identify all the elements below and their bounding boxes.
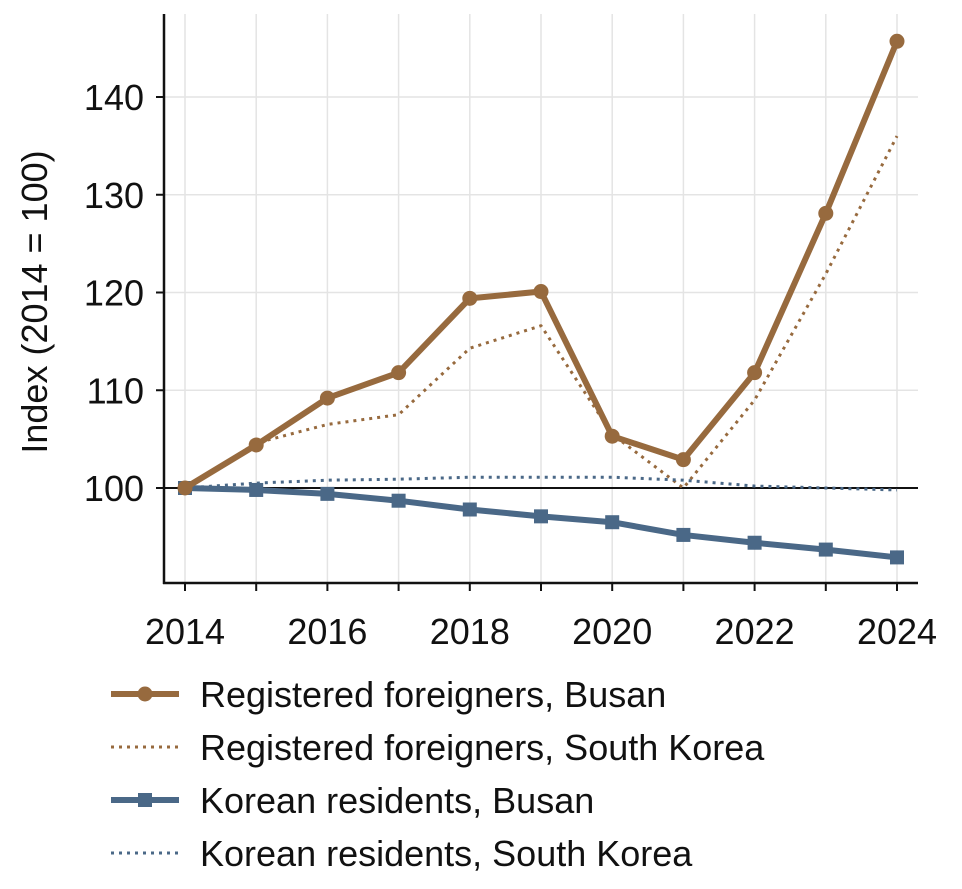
data-point <box>462 502 477 517</box>
y-axis-title: Index (2014 = 100) <box>14 150 55 453</box>
plot-area <box>177 33 905 565</box>
data-point <box>534 509 548 524</box>
data-point <box>249 482 264 497</box>
y-tick-label: 140 <box>84 77 144 118</box>
data-point <box>462 290 478 306</box>
legend-label: Korean residents, Busan <box>200 780 594 821</box>
data-point <box>319 390 335 406</box>
x-tick-label: 2016 <box>287 611 367 652</box>
series-line-3 <box>184 475 898 492</box>
x-tick-label: 2018 <box>430 611 510 652</box>
legend-label: Registered foreigners, South Korea <box>200 727 765 768</box>
data-point <box>248 437 264 453</box>
data-point <box>818 205 834 221</box>
y-tick-label: 110 <box>87 370 144 411</box>
x-axis-ticks: 2014 2016 2018 2020 2022 2024 <box>145 583 937 652</box>
data-point <box>747 535 762 550</box>
y-tick-label: 130 <box>84 175 144 216</box>
legend: Registered foreigners, Busan Registered f… <box>111 674 765 874</box>
data-point <box>890 550 904 565</box>
x-tick-label: 2022 <box>715 611 795 652</box>
x-tick-label: 2014 <box>145 611 225 652</box>
data-point <box>818 542 833 557</box>
data-point <box>391 365 407 381</box>
legend-marker <box>138 793 152 807</box>
data-point <box>177 480 193 496</box>
x-tick-label: 2020 <box>572 611 652 652</box>
data-point <box>533 284 549 300</box>
x-tick-label: 2024 <box>857 611 937 652</box>
y-tick-label: 120 <box>84 273 144 314</box>
series-line-1 <box>184 135 899 490</box>
data-point <box>391 493 406 508</box>
legend-label: Registered foreigners, Busan <box>200 674 666 715</box>
data-point <box>889 33 905 49</box>
y-axis-ticks: 100 110 120 130 140 <box>84 77 164 509</box>
data-point <box>675 452 691 468</box>
data-point <box>320 486 335 501</box>
data-point <box>676 527 691 542</box>
y-tick-label: 100 <box>84 468 144 509</box>
legend-marker <box>137 686 153 702</box>
data-point <box>605 515 620 530</box>
data-point <box>604 428 620 444</box>
legend-label: Korean residents, South Korea <box>200 833 693 874</box>
data-point <box>747 365 763 381</box>
